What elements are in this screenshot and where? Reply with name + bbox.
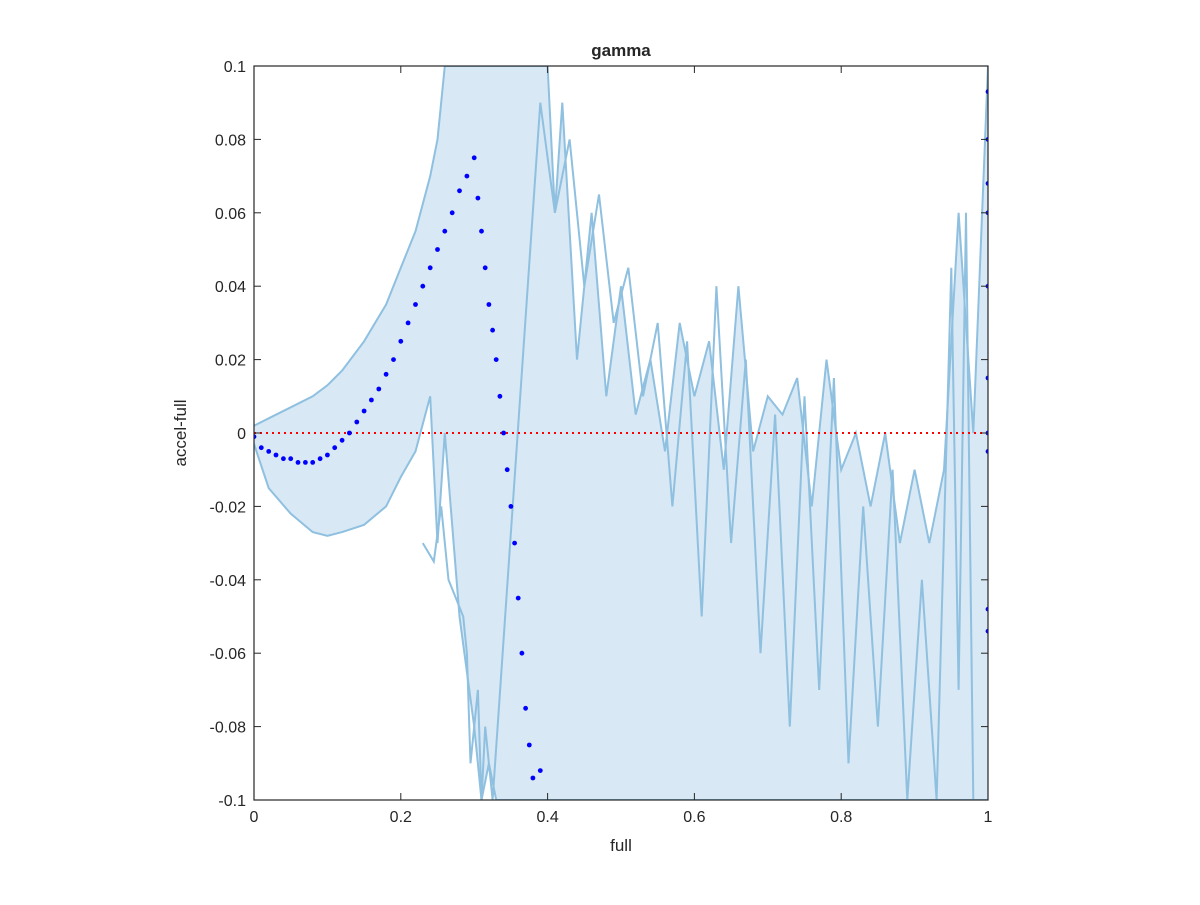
data-point — [449, 210, 455, 216]
data-point — [519, 650, 525, 656]
data-point — [508, 504, 514, 509]
y-tick-label: 0.08 — [215, 132, 246, 149]
y-axis-label: accel-full — [171, 399, 190, 466]
data-point — [361, 408, 367, 414]
data-point — [391, 357, 396, 362]
data-point — [512, 540, 517, 546]
band-lower-line — [254, 396, 988, 800]
x-tick-label: 0.2 — [390, 809, 412, 826]
data-point — [317, 456, 323, 462]
data-point — [471, 155, 477, 161]
data-point — [523, 705, 528, 711]
x-tick-label: 0.8 — [830, 809, 852, 826]
data-point — [405, 320, 411, 326]
data-point — [442, 228, 448, 234]
data-point — [486, 302, 492, 307]
data-point — [482, 265, 488, 271]
data-point — [303, 460, 308, 465]
y-tick-label: -0.08 — [210, 720, 247, 737]
y-tick-label: 0.1 — [224, 59, 246, 76]
data-point — [332, 445, 338, 451]
y-tick-label: 0.06 — [215, 206, 246, 223]
tick-labels: 0 0.2 0.4 0.6 0.8 1 -0.1 -0.08 -0.06 -0.04 -0.02 0 0… — [210, 59, 993, 826]
data-point — [383, 371, 389, 377]
y-tick-label: 0.04 — [215, 279, 246, 296]
axes — [253, 65, 989, 801]
data-point — [464, 173, 470, 179]
data-point — [266, 449, 272, 454]
data-point — [504, 467, 510, 473]
data-point — [354, 419, 360, 425]
data-point — [457, 188, 462, 194]
data-point — [537, 768, 543, 773]
data-point — [515, 595, 521, 601]
data-point — [493, 357, 499, 362]
data-point — [501, 430, 506, 436]
band-spike-line — [421, 102, 975, 800]
data-point — [376, 386, 382, 392]
data-point — [273, 452, 279, 458]
x-tick-label: 0.6 — [683, 809, 705, 826]
scatter-series — [254, 89, 988, 781]
data-point — [435, 247, 440, 252]
data-point — [427, 265, 433, 271]
data-point — [526, 742, 532, 748]
data-point — [420, 283, 426, 289]
y-tick-label: -0.06 — [210, 646, 247, 663]
y-tick-label: -0.02 — [210, 499, 247, 516]
data-point — [490, 327, 495, 333]
y-tick-label: 0 — [237, 426, 246, 443]
data-point — [413, 302, 418, 307]
data-point — [325, 452, 330, 458]
data-point — [295, 460, 301, 465]
data-point — [475, 195, 481, 201]
data-point — [281, 456, 286, 462]
data-point — [398, 338, 404, 344]
data-point — [288, 456, 294, 462]
data-point — [479, 228, 484, 234]
band-upper-line — [254, 66, 988, 544]
x-tick-label: 0 — [250, 809, 259, 826]
chart-title: gamma — [591, 41, 651, 60]
y-tick-label: -0.04 — [210, 573, 247, 590]
x-tick-label: 1 — [984, 809, 993, 826]
x-axis-label: full — [610, 836, 632, 855]
y-tick-label: 0.02 — [215, 353, 246, 370]
data-point — [258, 445, 264, 451]
x-tick-label: 0.4 — [536, 809, 558, 826]
data-point — [369, 397, 374, 403]
data-point — [339, 437, 345, 443]
data-point — [310, 460, 316, 465]
data-point — [530, 775, 536, 781]
data-point — [347, 430, 352, 436]
data-point — [497, 393, 503, 399]
y-tick-label: -0.1 — [218, 793, 246, 810]
